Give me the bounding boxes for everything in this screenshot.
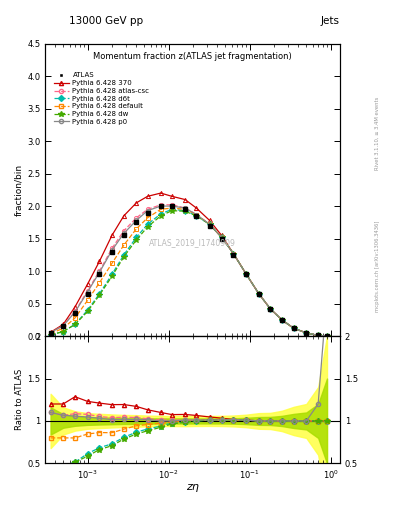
Text: Momentum fraction z(ATLAS jet fragmentation): Momentum fraction z(ATLAS jet fragmentat… <box>93 52 292 61</box>
X-axis label: zη: zη <box>186 482 199 492</box>
Legend: ATLAS, Pythia 6.428 370, Pythia 6.428 atlas-csc, Pythia 6.428 d6t, Pythia 6.428 : ATLAS, Pythia 6.428 370, Pythia 6.428 at… <box>51 71 152 127</box>
Text: Rivet 3.1.10, ≥ 3.4M events: Rivet 3.1.10, ≥ 3.4M events <box>375 96 380 170</box>
Text: 13000 GeV pp: 13000 GeV pp <box>69 15 143 26</box>
Text: Jets: Jets <box>321 15 340 26</box>
Y-axis label: Ratio to ATLAS: Ratio to ATLAS <box>15 369 24 431</box>
Text: mcplots.cern.ch [arXiv:1306.3436]: mcplots.cern.ch [arXiv:1306.3436] <box>375 221 380 312</box>
Text: ATLAS_2019_I1740909: ATLAS_2019_I1740909 <box>149 238 236 247</box>
Y-axis label: fraction/bin: fraction/bin <box>14 164 23 216</box>
